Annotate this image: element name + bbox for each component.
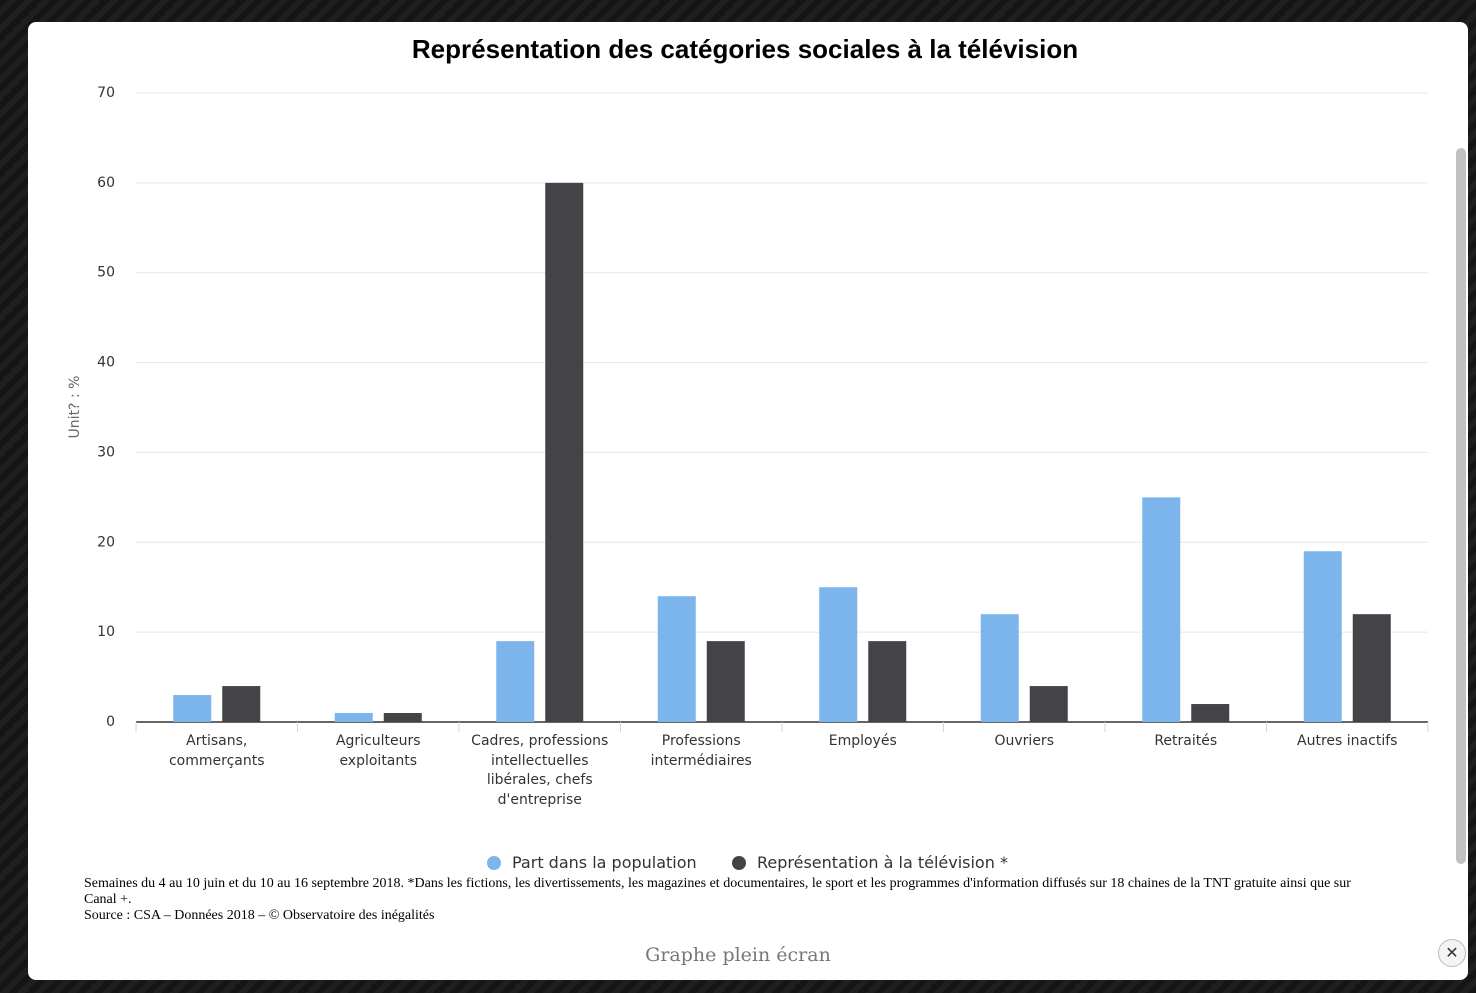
bar	[1029, 686, 1068, 722]
x-tick-label: Employés	[828, 733, 897, 749]
x-tick-label: Autres inactifs	[1297, 733, 1398, 749]
legend-marker	[732, 856, 746, 870]
y-tick-label: 20	[97, 534, 115, 550]
close-button[interactable]: ✕	[1438, 939, 1466, 967]
y-tick-label: 70	[97, 85, 115, 101]
chart-title: Représentation des catégories sociales à…	[412, 34, 1078, 64]
bar	[1352, 614, 1391, 722]
bar	[819, 587, 858, 722]
x-tick-label: Cadres, professions intellectuelles libé…	[471, 733, 609, 808]
y-tick-label: 30	[97, 444, 115, 460]
y-tick-label: 50	[97, 265, 115, 281]
x-tick-label: Retraités	[1154, 733, 1218, 749]
legend-marker	[487, 856, 501, 870]
modal-caption: Graphe plein écran	[645, 944, 831, 966]
x-tick-label: Professions intermédiaires	[650, 733, 752, 769]
bar	[868, 641, 907, 722]
scrollbar[interactable]	[1456, 148, 1466, 864]
modal	[28, 22, 1468, 980]
bar	[1142, 497, 1181, 722]
bar	[980, 614, 1019, 722]
x-tick-label: Artisans, commerçants	[168, 733, 265, 769]
bar	[1191, 704, 1230, 722]
bar	[545, 182, 584, 722]
bar	[173, 695, 212, 722]
note-line: Semaines du 4 au 10 juin et du 10 au 16 …	[84, 876, 1351, 907]
bar	[657, 596, 696, 722]
y-tick-label: 40	[97, 355, 115, 371]
bar	[383, 713, 422, 722]
notes: Semaines du 4 au 10 juin et du 10 au 16 …	[84, 876, 1374, 924]
y-tick-label: 0	[106, 714, 115, 730]
x-tick-label: Agriculteurs exploitants	[335, 733, 421, 769]
bar	[222, 686, 261, 722]
y-tick-label: 60	[97, 175, 115, 191]
legend-label: Représentation à la télévision *	[757, 853, 1008, 872]
y-axis-label: Unit? : %	[67, 376, 83, 439]
note-line: Source : CSA – Données 2018 – © Observat…	[84, 908, 435, 923]
bar	[334, 713, 373, 722]
bar	[1303, 551, 1342, 722]
bar	[706, 641, 745, 722]
bar	[496, 641, 535, 722]
legend-label: Part dans la population	[512, 853, 697, 872]
y-tick-label: 10	[97, 624, 115, 640]
x-tick-label: Ouvriers	[994, 733, 1055, 749]
